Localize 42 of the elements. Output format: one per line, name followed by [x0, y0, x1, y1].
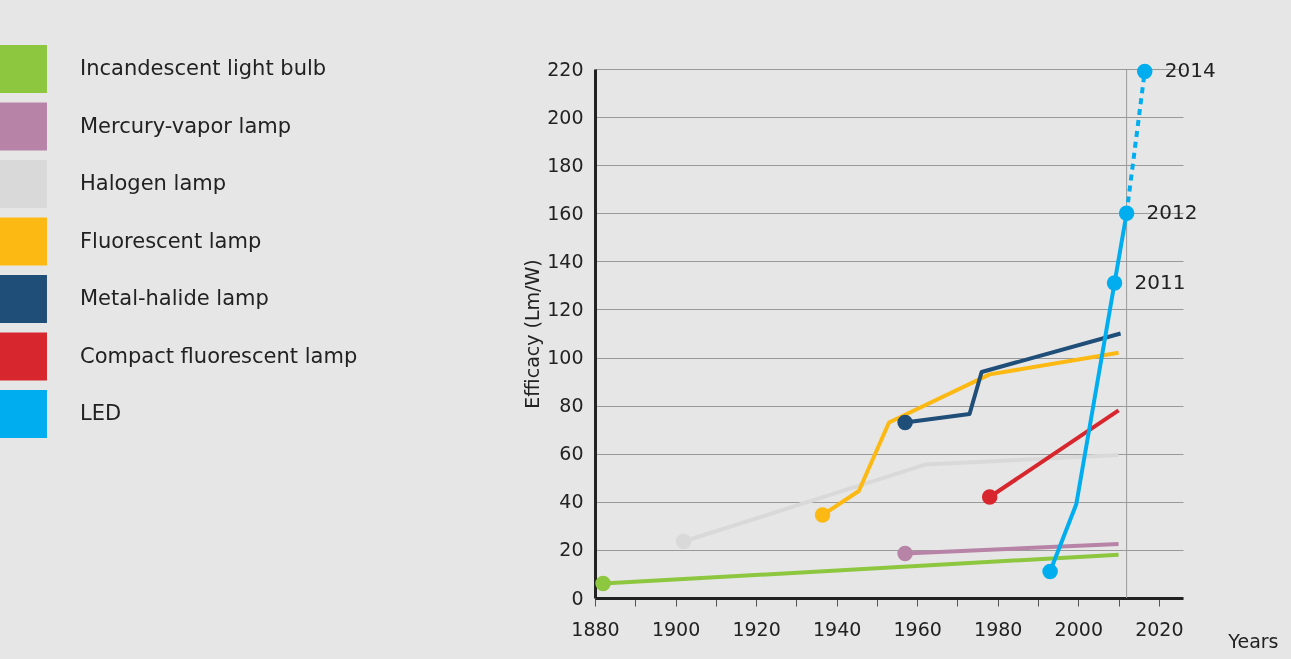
y-tick-label: 100	[547, 346, 584, 369]
annotation: 2014	[1164, 58, 1216, 83]
y-tick-label: 120	[547, 297, 584, 320]
x-tick-label: 1980	[974, 617, 1023, 640]
x-tick-label: 1940	[812, 617, 862, 640]
y-axis-title: Efficacy (Lm/W)	[521, 259, 544, 409]
y-tick-label: 140	[547, 249, 584, 272]
point	[1106, 275, 1123, 291]
point	[1136, 63, 1153, 80]
point	[1118, 205, 1135, 221]
legend-label: Fluorescent lamp	[80, 228, 262, 253]
x-tick-label: 1960	[893, 617, 942, 640]
point	[981, 489, 998, 505]
x-tick-label: 1900	[651, 617, 701, 640]
point	[675, 533, 692, 550]
y-tick-label: 200	[547, 105, 584, 128]
y-tick-label: 220	[547, 57, 584, 80]
point	[814, 507, 831, 523]
point	[897, 545, 913, 562]
annotation: 2011	[1134, 270, 1186, 294]
y-tick-label: 40	[559, 490, 584, 513]
legend-label: Incandescent light bulb	[80, 56, 327, 80]
legend-label: Compact fluorescent lamp	[80, 343, 358, 368]
y-tick-label: 0	[571, 586, 584, 609]
legend-label: Metal-halide lamp	[80, 286, 269, 310]
point	[1042, 563, 1058, 580]
point	[595, 575, 611, 592]
y-tick-label: 20	[559, 538, 584, 561]
y-tick-label: 80	[559, 394, 584, 417]
annotation: 2012	[1146, 200, 1198, 225]
x-tick-label: 1920	[732, 617, 781, 640]
x-tick-label: 1880	[571, 617, 620, 640]
legend-label: LED	[80, 401, 122, 425]
point	[897, 414, 913, 431]
x-tick-label: 2020	[1135, 617, 1184, 640]
legend-label: Mercury-vapor lamp	[80, 113, 292, 138]
y-tick-label: 60	[559, 442, 584, 465]
x-tick-label: 2000	[1054, 617, 1103, 640]
legend-label: Halogen lamp	[80, 171, 227, 195]
y-tick-label: 180	[547, 153, 584, 176]
y-tick-label: 160	[547, 201, 584, 224]
x-axis-title: Years	[1227, 629, 1279, 652]
